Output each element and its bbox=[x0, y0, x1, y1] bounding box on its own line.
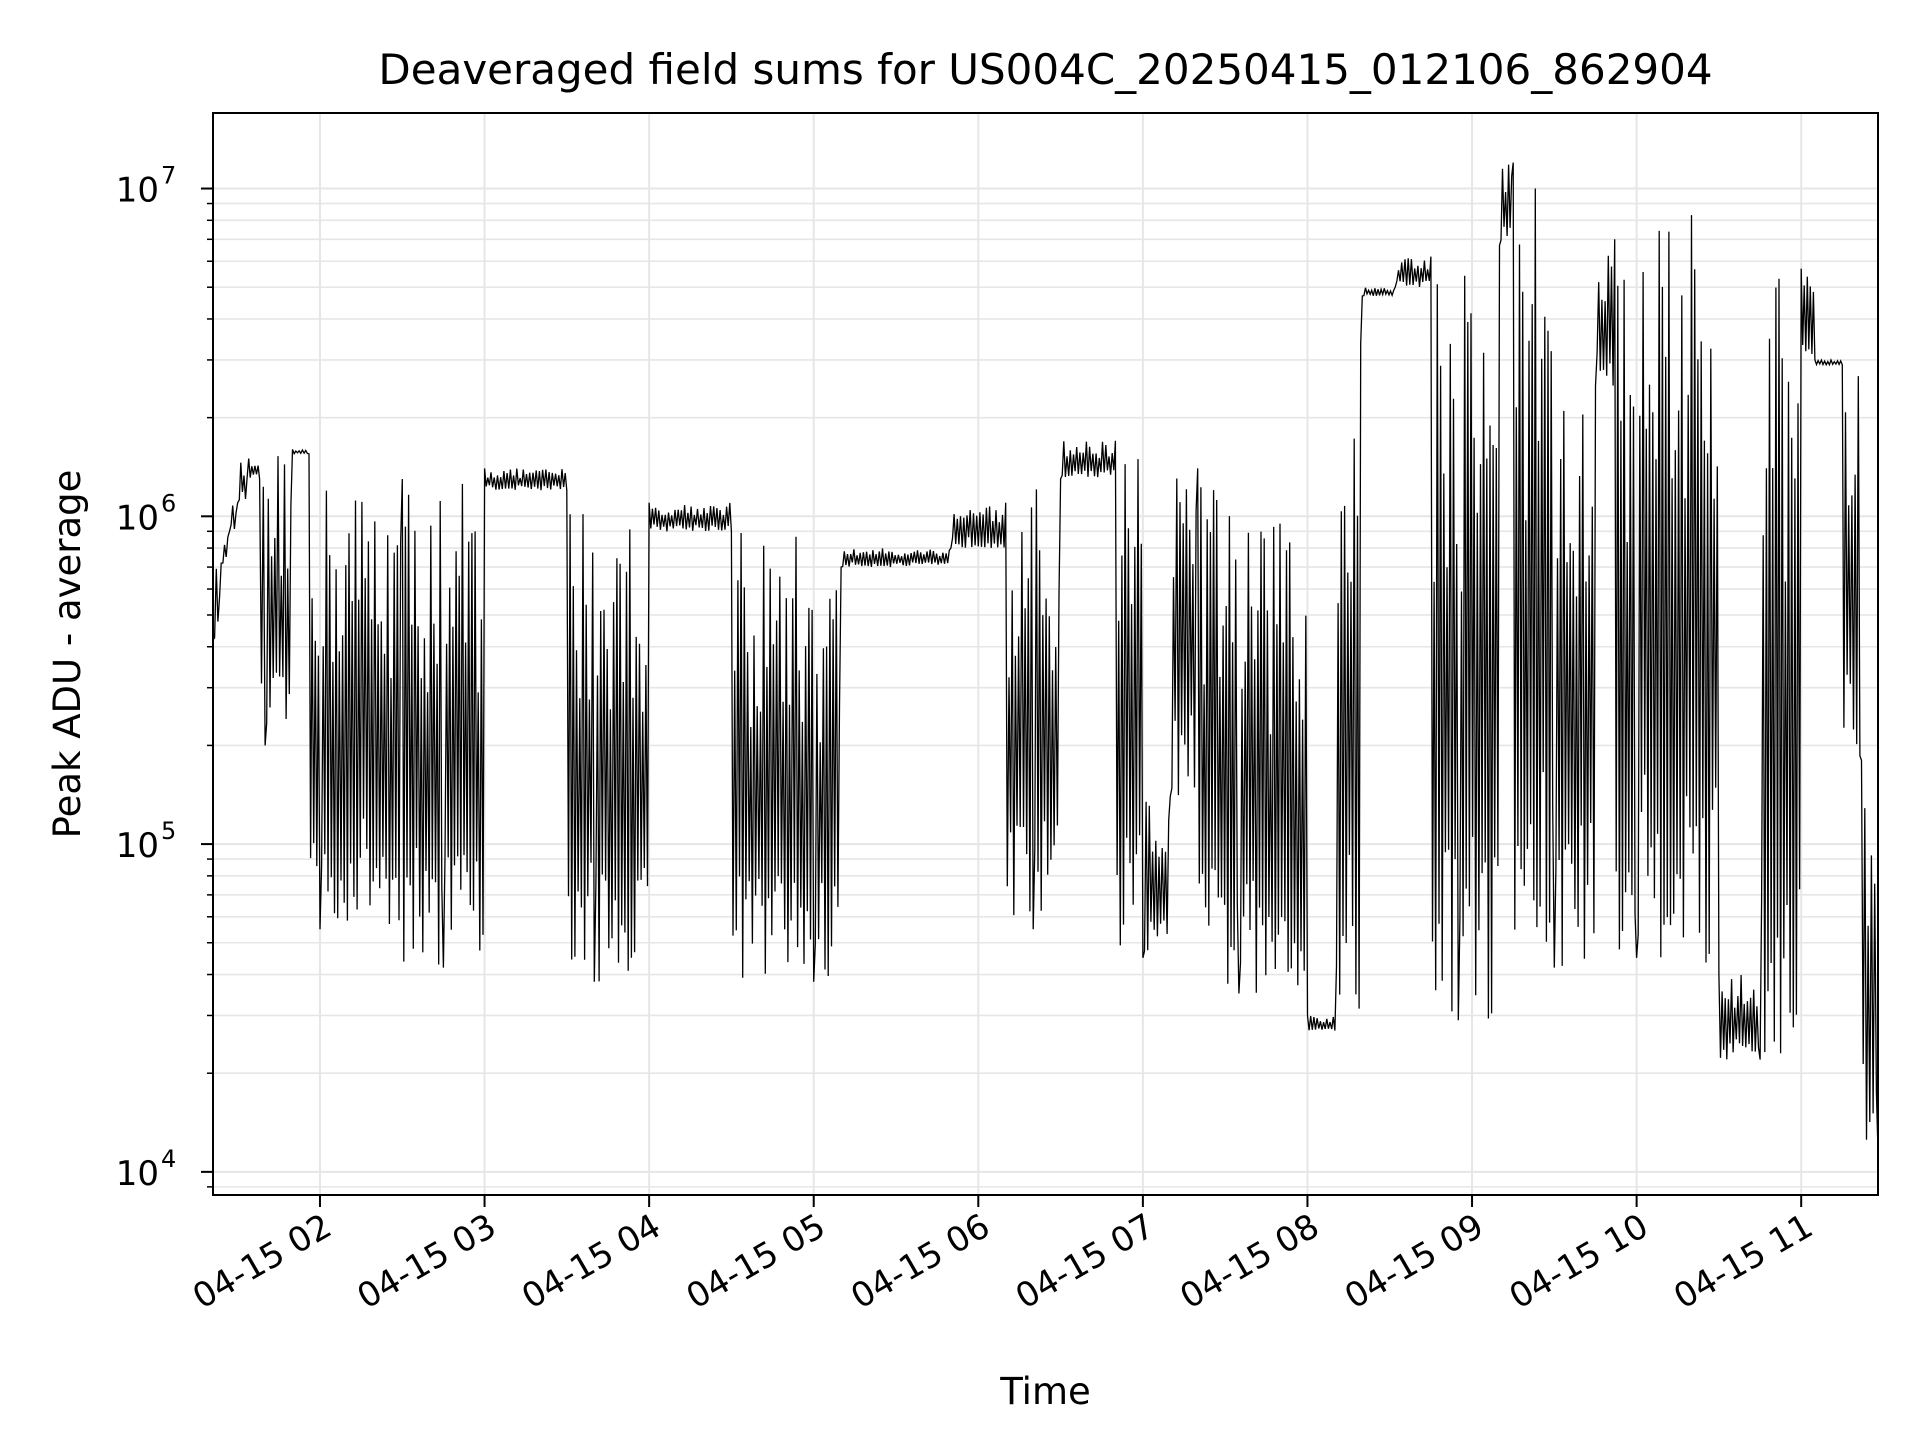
y-tick-label: 10 bbox=[116, 826, 159, 866]
chart-title: Deaveraged field sums for US004C_2025041… bbox=[378, 45, 1712, 94]
y-tick-label: 10 bbox=[116, 171, 159, 211]
y-tick-exponent: 5 bbox=[161, 817, 176, 845]
y-tick-label: 10 bbox=[116, 1154, 159, 1194]
data-series bbox=[212, 162, 1879, 1153]
y-tick-label: 10 bbox=[116, 498, 159, 538]
series-line bbox=[212, 162, 1879, 1153]
x-axis-label: Time bbox=[999, 1370, 1091, 1413]
y-tick-exponent: 7 bbox=[161, 162, 176, 190]
y-tick-exponent: 4 bbox=[161, 1145, 176, 1173]
y-tick-exponent: 6 bbox=[161, 489, 176, 517]
plot-frame bbox=[212, 112, 1879, 1196]
y-axis-label: Peak ADU - average bbox=[46, 470, 89, 839]
